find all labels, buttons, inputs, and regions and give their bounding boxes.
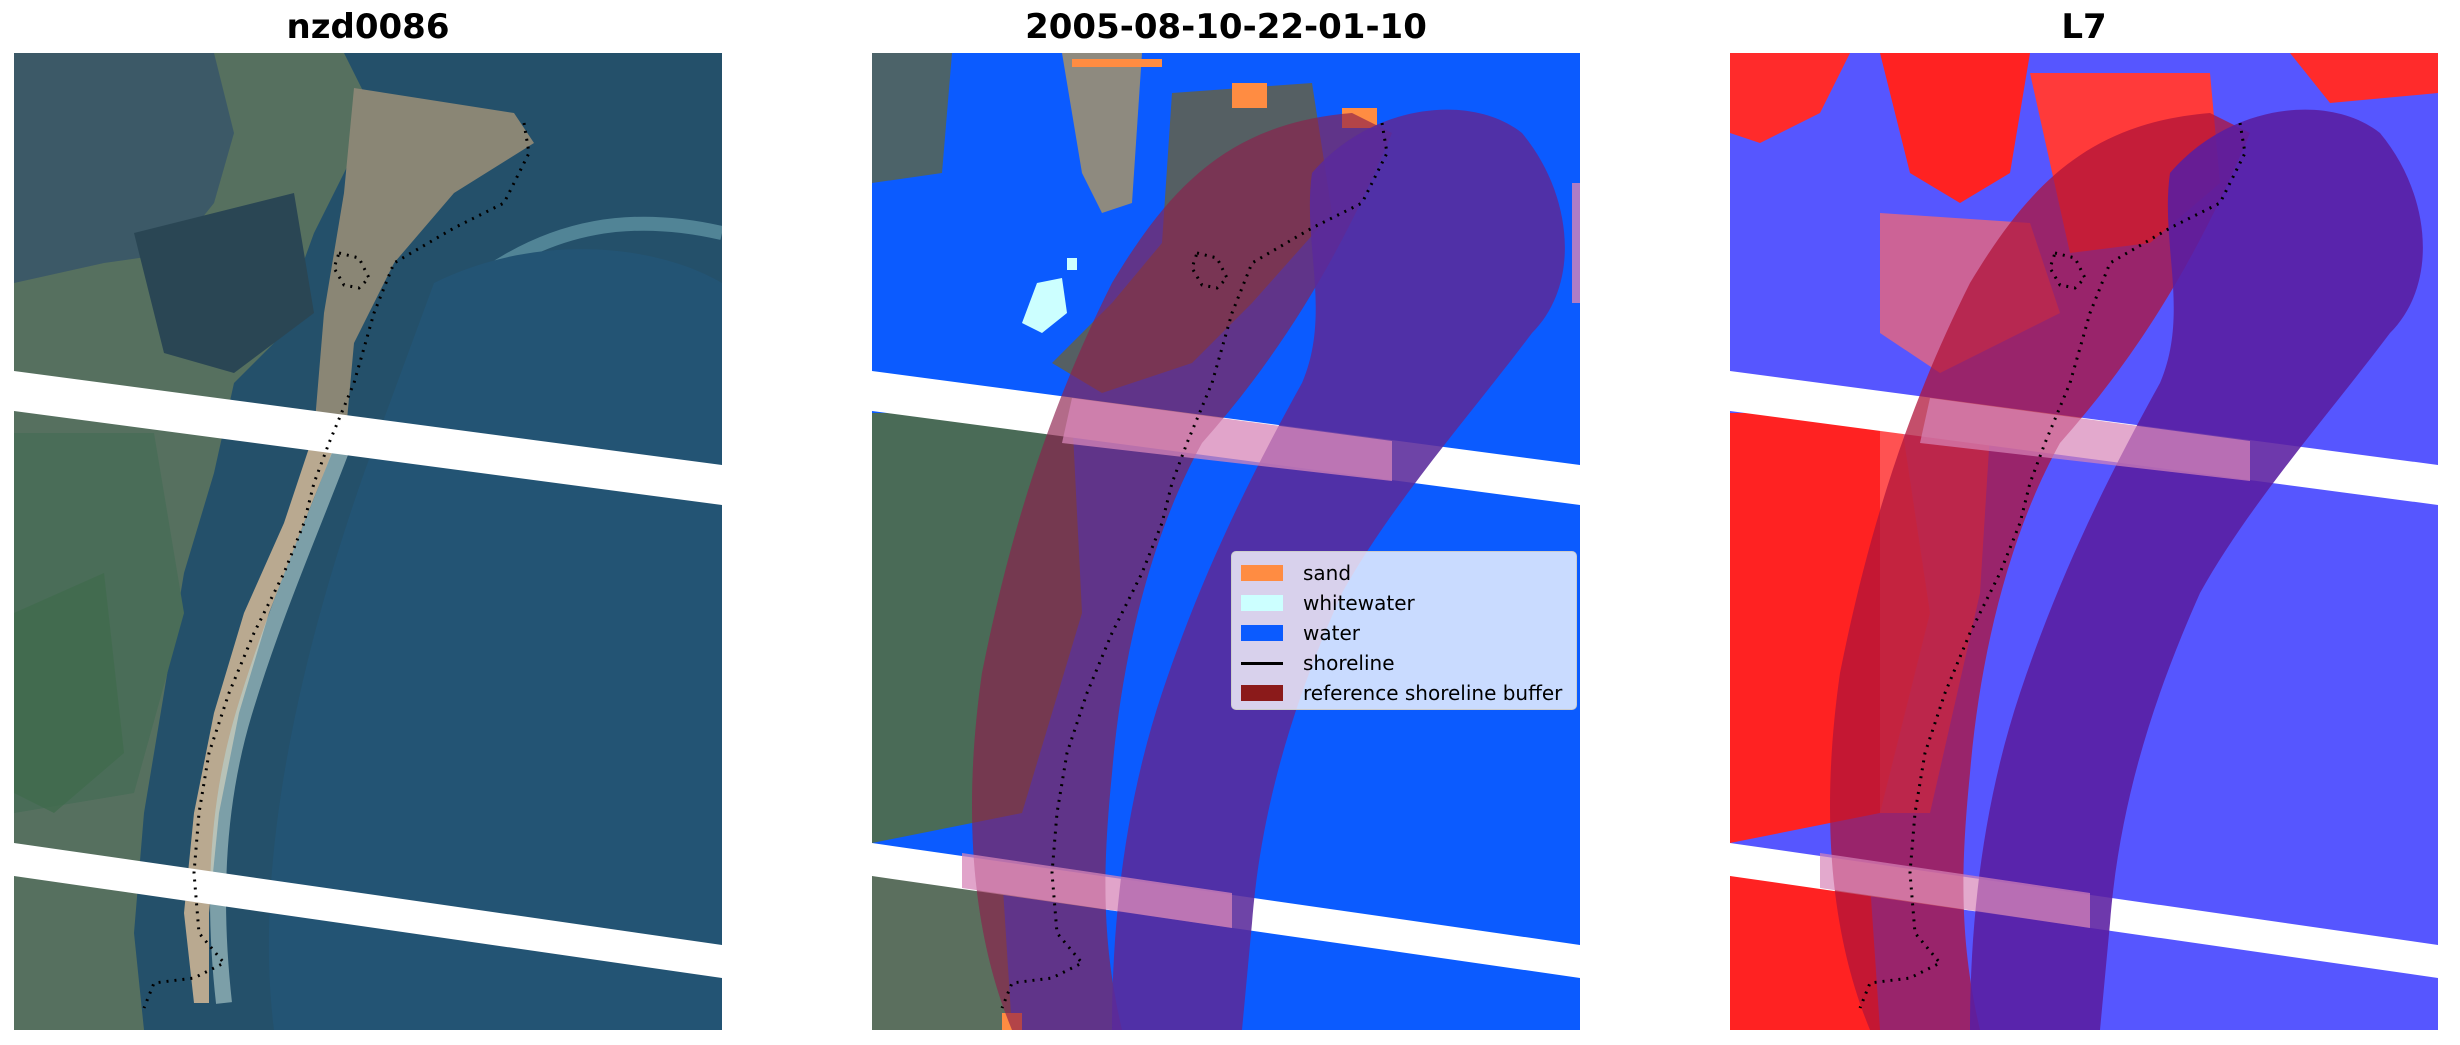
legend-item-reference-buffer: reference shoreline buffer (1232, 678, 1576, 708)
legend-label: sand (1303, 561, 1352, 585)
legend-label: shoreline (1303, 651, 1395, 675)
shoreline-line-swatch (1241, 661, 1283, 665)
legend-item-water: water (1232, 618, 1576, 648)
water-swatch (1241, 625, 1283, 641)
legend-item-shoreline: shoreline (1232, 648, 1576, 678)
panel-title-date: 2005-08-10-22-01-10 (1025, 7, 1427, 47)
buffer-swatch (1241, 685, 1283, 701)
legend: sand whitewater water shoreline referenc… (1231, 551, 1577, 710)
panel-title-image-id: nzd0086 (286, 7, 450, 47)
sand-swatch (1241, 565, 1283, 581)
legend-label: reference shoreline buffer (1303, 681, 1563, 705)
legend-item-sand: sand (1232, 558, 1576, 588)
rgb-image-panel (14, 53, 722, 1030)
panel-title-satellite: L7 (2061, 7, 2107, 47)
index-panel (1730, 53, 2438, 1030)
classification-panel (872, 53, 1580, 1030)
whitewater-swatch (1241, 595, 1283, 611)
legend-item-whitewater: whitewater (1232, 588, 1576, 618)
legend-label: water (1303, 621, 1360, 645)
legend-label: whitewater (1303, 591, 1415, 615)
